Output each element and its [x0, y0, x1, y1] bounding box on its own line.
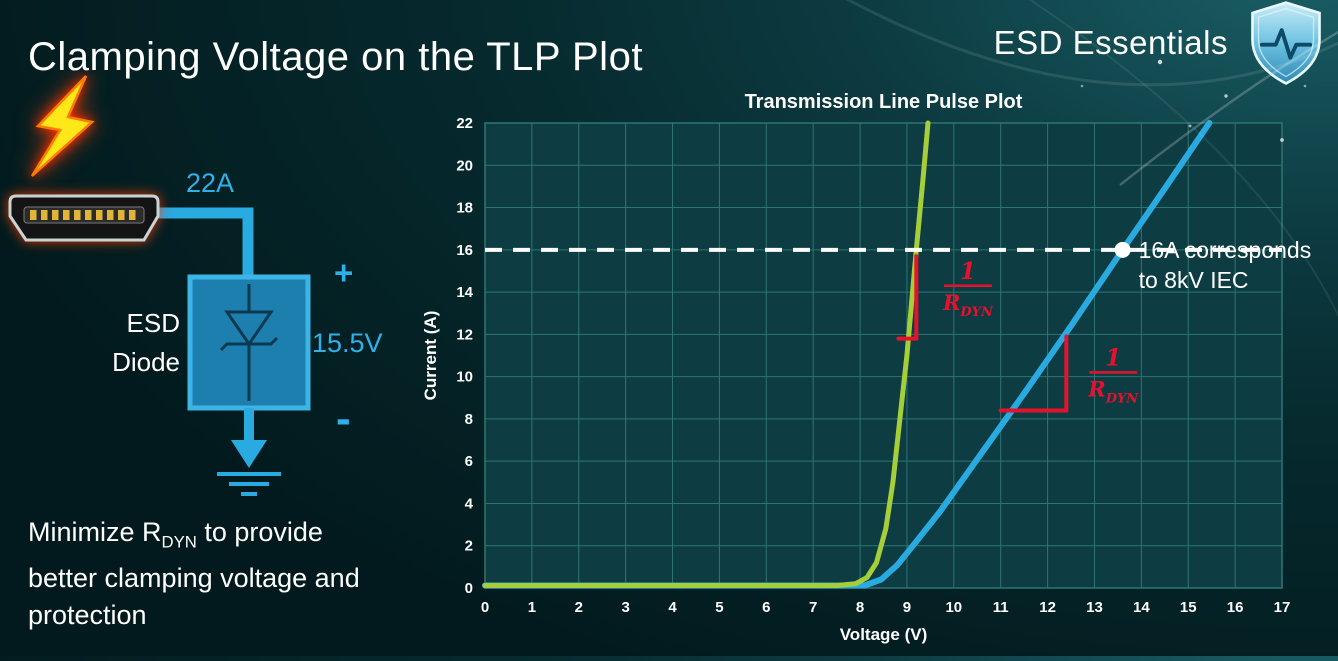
y-tick-label: 4: [465, 495, 474, 512]
y-tick-label: 12: [456, 326, 473, 343]
x-tick-label: 2: [575, 599, 583, 616]
x-tick-label: 12: [1039, 599, 1056, 616]
x-tick-label: 4: [668, 599, 677, 616]
x-tick-label: 1: [528, 599, 536, 616]
ground-symbol-icon: [217, 472, 281, 496]
x-tick-label: 6: [762, 599, 770, 616]
heartbeat-pulse-icon: [1259, 28, 1313, 60]
down-arrow-icon: [231, 440, 267, 468]
x-tick-label: 7: [809, 599, 817, 616]
y-tick-label: 10: [456, 369, 473, 386]
low-rdyn-green-curve: [482, 120, 931, 588]
x-tick-label: 13: [1086, 599, 1103, 616]
y-tick-label: 2: [465, 538, 473, 555]
chart-title: Transmission Line Pulse Plot: [745, 91, 1023, 113]
y-tick-label: 14: [456, 284, 473, 301]
shield-inner-line: [1257, 7, 1315, 78]
x-tick-label: 8: [856, 599, 864, 616]
hdmi-pins: [30, 210, 136, 220]
plot-background: [485, 123, 1282, 588]
surge-current-label: 22A: [186, 168, 235, 198]
rdyn-fraction-numerator: 1: [960, 258, 976, 285]
x-axis-title: Voltage (V): [840, 625, 928, 644]
intersection-dot: [1114, 241, 1131, 258]
tlp-chart: 0 1 2 3 4 5 6 7 8 9 10 11 12 13 14 15 16 1702468101214161…: [421, 91, 1312, 644]
y-tick-label: 8: [465, 411, 473, 428]
esd-circuit-svg: [8, 75, 311, 496]
esd-circuit-illustration: 22A ESD Diode + 15.5V -: [0, 70, 420, 520]
y-tick-label: 22: [456, 115, 473, 132]
esd-diode-label: ESD Diode: [38, 304, 180, 382]
marker-label-line: to 8kV IEC: [1139, 267, 1249, 293]
y-tick-label: 0: [465, 580, 473, 597]
tlp-chart-area: 0 1 2 3 4 5 6 7 8 9 10 11 12 13 14 15 16 17 0 2 4 6 8 10 12 14 16 1…: [420, 88, 1338, 656]
x-tick-label: 5: [715, 599, 723, 616]
takeaway-note: Minimize RDYN to provide better clamping…: [28, 514, 380, 634]
marker-label-line: 16A corresponds: [1139, 237, 1312, 263]
brand-text: ESD Essentials: [993, 24, 1228, 61]
x-tick-label: 3: [621, 599, 629, 616]
x-tick-label: 14: [1133, 599, 1150, 616]
x-tick-label: 9: [903, 599, 911, 616]
plot-border: [484, 122, 1283, 589]
page-title: Clamping Voltage on the TLP Plot: [28, 34, 643, 79]
esd-diode-label-line2: Diode: [112, 347, 180, 377]
note-suffix: to provide better clamping voltage and p…: [28, 517, 360, 631]
x-tick-label: 15: [1180, 599, 1197, 616]
x-tick-label: 17: [1274, 599, 1291, 616]
x-tick-label: 16: [1227, 599, 1244, 616]
clamp-voltage-label: 15.5V: [312, 328, 383, 358]
plus-polarity-label: +: [334, 254, 354, 291]
x-tick-label: 11: [993, 599, 1009, 616]
y-axis-title: Current (A): [421, 311, 440, 401]
note-subscript: DYN: [161, 532, 197, 552]
x-tick-label: 10: [945, 599, 962, 616]
y-tick-label: 16: [456, 242, 473, 259]
high-rdyn-blue-curve: [482, 120, 1213, 589]
brand: ESD Essentials: [994, 0, 1332, 86]
rdyn-fraction-numerator: 1: [1105, 344, 1121, 371]
ground-connection: [217, 408, 281, 496]
shield-esd-icon: [1251, 1, 1321, 85]
surge-wire: [156, 207, 254, 280]
y-tick-label: 20: [456, 157, 473, 174]
y-tick-label: 6: [465, 453, 473, 470]
lightning-bolt-icon: [30, 75, 95, 177]
zener-diode-symbol-icon: [219, 284, 279, 401]
hdmi-connector-icon: [8, 194, 160, 242]
x-tick-label: 0: [481, 599, 489, 616]
y-tick-label: 18: [456, 200, 473, 217]
minus-polarity-label: -: [336, 394, 351, 443]
note-prefix: Minimize R: [28, 517, 162, 547]
esd-diode-label-line1: ESD: [126, 308, 180, 338]
